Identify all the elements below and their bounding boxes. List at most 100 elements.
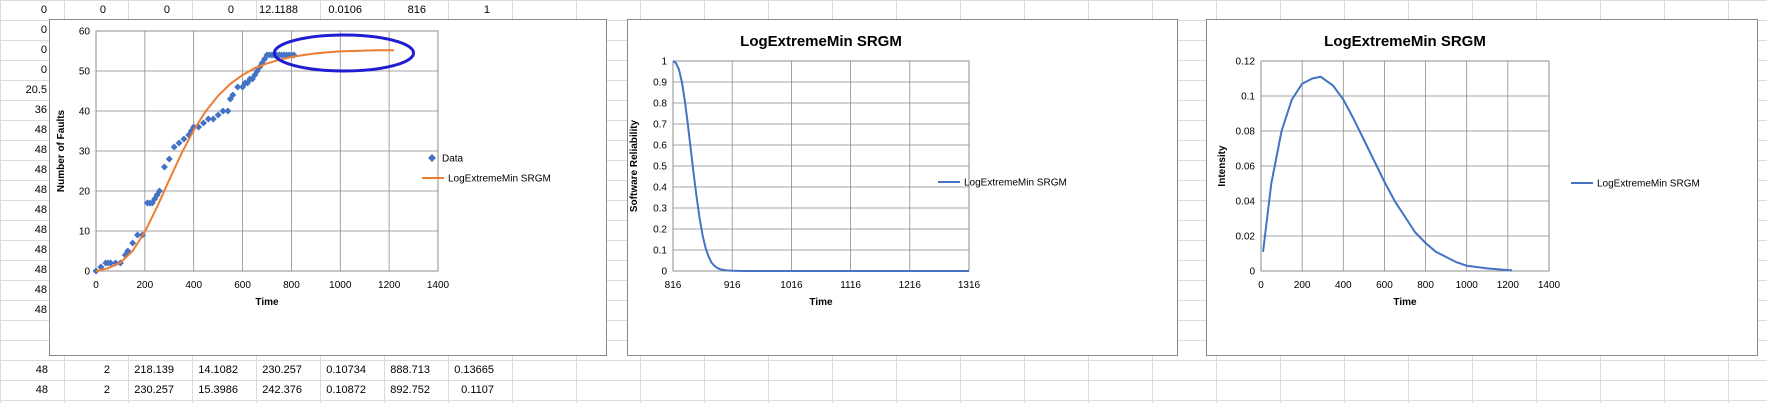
y-tick-label: 0.1 [653, 246, 667, 257]
sheet-bottom-cell-1-1[interactable]: 2 [103, 384, 110, 396]
x-tick-label: 1400 [1538, 280, 1561, 291]
data-point [219, 107, 227, 115]
data-point [156, 187, 164, 195]
x-tick-label: 916 [724, 280, 741, 291]
x-tick-label: 816 [665, 280, 682, 291]
sheet-bottom-cell-1-0[interactable]: 48 [35, 384, 48, 396]
annotation-circle [272, 33, 416, 73]
data-point [224, 107, 232, 115]
x-tick-label: 600 [1376, 280, 1393, 291]
data-point [180, 135, 188, 143]
sheet-cell-a10[interactable]: 48 [34, 184, 47, 196]
y-tick-label: 0 [84, 267, 90, 278]
data-point [199, 119, 207, 127]
y-tick-label: 0.4 [653, 183, 667, 194]
legend-label: LogExtremeMin SRGM [964, 178, 1067, 189]
y-tick-label: 0.5 [653, 162, 667, 173]
sheet-cell-a13[interactable]: 48 [34, 244, 47, 256]
sheet-bottom-cell-0-3[interactable]: 14.1082 [198, 364, 238, 376]
sheet-bottom-cell-0-1[interactable]: 2 [103, 364, 110, 376]
sheet-cell-a5[interactable]: 20.5 [25, 84, 47, 96]
sheet-cell-a4[interactable]: 0 [40, 64, 47, 76]
sheet-cell-a14[interactable]: 48 [34, 264, 47, 276]
x-tick-label: 1200 [378, 280, 401, 291]
data-point [209, 115, 217, 123]
y-tick-label: 50 [79, 67, 91, 78]
sheet-top-cell-1[interactable]: 0 [163, 4, 170, 16]
sheet-top-cell-6[interactable]: 1 [483, 4, 490, 16]
x-axis-label: Time [1393, 297, 1417, 308]
x-tick-label: 1116 [840, 280, 861, 291]
x-tick-label: 1316 [958, 280, 981, 291]
data-point [204, 115, 212, 123]
chart-software-reliability[interactable]: 0 0.1 0.2 0.3 0.4 0.5 0.6 0.7 0.8 0.9 1 816 916 1016 1… [627, 19, 1178, 356]
sheet-bottom-cell-0-0[interactable]: 48 [35, 364, 48, 376]
y-tick-label: 0.02 [1236, 232, 1256, 243]
y-tick-label: 0 [1249, 267, 1255, 278]
y-tick-label: 0.8 [653, 99, 667, 110]
sheet-cell-a2[interactable]: 0 [40, 24, 47, 36]
data-point [134, 231, 142, 239]
sheet-cell-a6[interactable]: 36 [34, 104, 47, 116]
chart-cumulative-faults[interactable]: 0 10 20 30 40 50 60 0 200 400 600 800 1000 1200 1400 Ti… [49, 19, 607, 356]
sheet-cell-a11[interactable]: 48 [34, 204, 47, 216]
x-tick-label: 400 [1335, 280, 1352, 291]
x-tick-label: 1200 [1497, 280, 1520, 291]
chart-intensity[interactable]: 0 0.02 0.04 0.06 0.08 0.1 0.12 0 200 400 600 800 100… [1206, 19, 1758, 356]
sheet-top-cell-2[interactable]: 0 [227, 4, 234, 16]
series-line [672, 60, 969, 272]
chart-title: LogExtremeMin SRGM [1324, 33, 1486, 50]
sheet-bottom-cell-1-3[interactable]: 15.3986 [198, 384, 238, 396]
sheet-cell-a9[interactable]: 48 [34, 164, 47, 176]
y-tick-label: 60 [79, 27, 91, 38]
y-tick-label: 0.06 [1236, 162, 1256, 173]
sheet-top-cell-3[interactable]: 12.1188 [259, 4, 298, 16]
sheet-cell-a3[interactable]: 0 [40, 44, 47, 56]
x-tick-label: 0 [1258, 280, 1264, 291]
x-tick-label: 1400 [427, 280, 450, 291]
sheet-top-cell-0[interactable]: 0 [99, 4, 106, 16]
sheet-top-cell-4[interactable]: 0.0106 [328, 4, 362, 16]
data-point [165, 155, 173, 163]
y-tick-label: 0.12 [1236, 57, 1256, 68]
sheet-bottom-cell-0-2[interactable]: 218.139 [134, 364, 174, 376]
y-tick-label: 10 [79, 227, 91, 238]
sheet-cell-a7[interactable]: 48 [34, 124, 47, 136]
y-tick-label: 0.08 [1236, 127, 1256, 138]
sheet-bottom-cell-0-5[interactable]: 0.10734 [326, 364, 366, 376]
sheet-bottom-cell-0-4[interactable]: 230.257 [262, 364, 302, 376]
y-axis-label: Software Reliability [629, 119, 640, 212]
data-point [160, 163, 168, 171]
sheet-cell-a1[interactable]: 0 [40, 4, 47, 16]
x-tick-label: 400 [185, 280, 202, 291]
data-point [170, 143, 178, 151]
y-tick-label: 0.2 [653, 225, 667, 236]
sheet-cell-a15[interactable]: 48 [34, 284, 47, 296]
sheet-cell-a8[interactable]: 48 [34, 144, 47, 156]
y-tick-label: 0 [661, 267, 667, 278]
sheet-bottom-cell-0-7[interactable]: 0.13665 [454, 364, 494, 376]
sheet-bottom-cell-0-6[interactable]: 888.713 [390, 364, 430, 376]
x-tick-label: 600 [234, 280, 251, 291]
legend-label: LogExtremeMin SRGM [448, 174, 551, 185]
y-tick-label: 0.04 [1236, 197, 1256, 208]
x-tick-label: 1016 [780, 280, 803, 291]
data-point [107, 259, 115, 267]
sheet-bottom-cell-1-5[interactable]: 0.10872 [326, 384, 366, 396]
sheet-cell-a16[interactable]: 48 [34, 304, 47, 316]
sheet-bottom-cell-1-6[interactable]: 892.752 [390, 384, 430, 396]
legend-label: Data [442, 154, 464, 165]
sheet-bottom-cell-1-7[interactable]: 0.1107 [461, 384, 494, 396]
sheet-cell-a12[interactable]: 48 [34, 224, 47, 236]
data-point [175, 139, 183, 147]
y-tick-label: 1 [661, 57, 667, 68]
legend-marker-data [428, 154, 436, 162]
sheet-bottom-cell-1-2[interactable]: 230.257 [134, 384, 174, 396]
y-tick-label: 0.9 [653, 78, 667, 89]
x-tick-label: 800 [1417, 280, 1434, 291]
x-tick-label: 0 [93, 280, 99, 291]
y-tick-label: 40 [79, 107, 91, 118]
sheet-top-cell-5[interactable]: 816 [407, 4, 426, 16]
sheet-bottom-cell-1-4[interactable]: 242.376 [262, 384, 302, 396]
